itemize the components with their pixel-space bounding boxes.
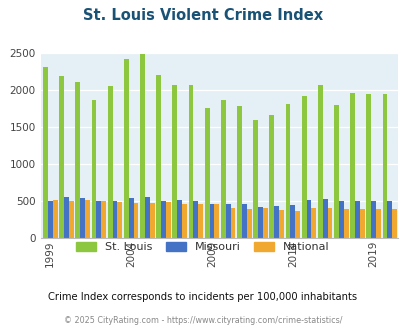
Bar: [124, 59, 128, 238]
Bar: [237, 106, 241, 238]
Bar: [278, 210, 283, 238]
Bar: [350, 93, 354, 238]
Bar: [258, 207, 262, 238]
Bar: [64, 197, 69, 238]
Bar: [75, 82, 80, 238]
Bar: [149, 203, 154, 238]
Bar: [230, 208, 235, 238]
Bar: [253, 120, 258, 238]
Bar: [382, 94, 386, 238]
Bar: [188, 84, 193, 238]
Bar: [354, 201, 359, 238]
Bar: [285, 104, 290, 238]
Bar: [48, 201, 53, 238]
Bar: [91, 100, 96, 238]
Bar: [140, 54, 145, 238]
Bar: [246, 209, 251, 238]
Bar: [43, 67, 48, 238]
Bar: [69, 201, 74, 238]
Bar: [107, 86, 112, 238]
Bar: [145, 197, 149, 238]
Bar: [172, 85, 177, 238]
Bar: [386, 201, 391, 238]
Bar: [214, 204, 219, 238]
Bar: [181, 204, 186, 238]
Bar: [133, 203, 138, 238]
Bar: [322, 199, 327, 238]
Bar: [359, 209, 364, 238]
Bar: [161, 201, 166, 238]
Bar: [306, 200, 311, 238]
Bar: [333, 105, 338, 238]
Bar: [166, 202, 171, 238]
Bar: [269, 115, 273, 238]
Legend: St. Louis, Missouri, National: St. Louis, Missouri, National: [72, 238, 333, 257]
Bar: [96, 201, 101, 238]
Bar: [338, 201, 343, 238]
Bar: [156, 75, 161, 238]
Bar: [177, 200, 181, 238]
Bar: [198, 204, 202, 238]
Bar: [59, 76, 64, 238]
Bar: [327, 209, 332, 238]
Bar: [343, 209, 348, 238]
Bar: [301, 96, 306, 238]
Bar: [294, 211, 299, 238]
Bar: [53, 200, 58, 238]
Text: © 2025 CityRating.com - https://www.cityrating.com/crime-statistics/: © 2025 CityRating.com - https://www.city…: [64, 316, 341, 325]
Bar: [112, 201, 117, 238]
Bar: [391, 209, 396, 238]
Bar: [370, 201, 375, 238]
Bar: [80, 198, 85, 238]
Bar: [273, 206, 278, 238]
Bar: [101, 201, 106, 238]
Bar: [262, 209, 267, 238]
Bar: [117, 203, 122, 238]
Bar: [85, 200, 90, 238]
Bar: [311, 209, 315, 238]
Text: Crime Index corresponds to incidents per 100,000 inhabitants: Crime Index corresponds to incidents per…: [48, 292, 357, 302]
Text: St. Louis Violent Crime Index: St. Louis Violent Crime Index: [83, 8, 322, 23]
Bar: [241, 204, 246, 238]
Bar: [204, 108, 209, 238]
Bar: [290, 205, 294, 238]
Bar: [365, 94, 370, 238]
Bar: [225, 204, 230, 238]
Bar: [375, 209, 380, 238]
Bar: [209, 204, 214, 238]
Bar: [317, 85, 322, 238]
Bar: [128, 198, 133, 238]
Bar: [193, 201, 198, 238]
Bar: [220, 100, 225, 238]
